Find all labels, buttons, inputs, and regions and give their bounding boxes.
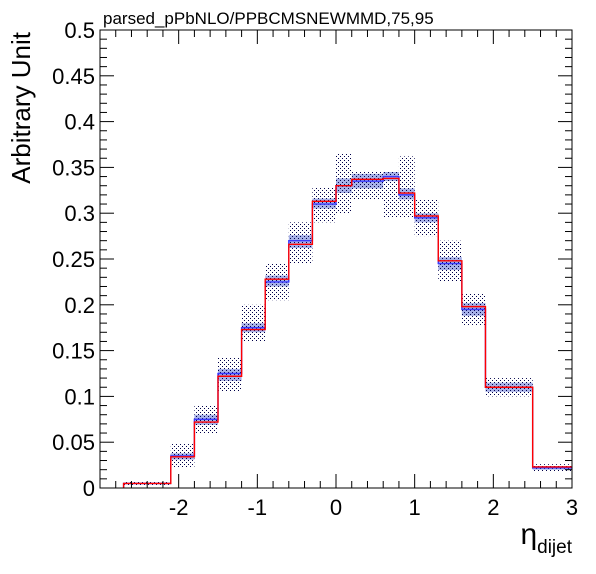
x-axis-label-main: η: [520, 518, 537, 551]
chart-title: parsed_pPbNLO/PPBCMSNEWMMD,75,95: [103, 9, 434, 28]
y-tick-label: 0.05: [52, 430, 95, 455]
y-tick-label: 0.3: [64, 201, 95, 226]
y-axis-label: Arbitrary Unit: [6, 31, 36, 183]
frame-rect: [99, 29, 573, 489]
plot-frame: [99, 29, 573, 489]
x-tick-label: 2: [487, 495, 499, 520]
series-line-red: [122, 177, 572, 488]
y-tick-label: 0.4: [64, 110, 95, 135]
y-tick-label: 0.2: [64, 293, 95, 318]
dotted-band-bin: [336, 153, 352, 214]
series-line-blue: [122, 175, 572, 488]
dotted-band-bin: [367, 171, 384, 200]
x-tick-label: -1: [248, 495, 268, 520]
x-tick-label: 0: [330, 495, 342, 520]
dotted-band-bin: [288, 222, 313, 264]
dotted-band-bin: [218, 357, 242, 392]
x-axis-label: ηdijet: [520, 518, 572, 558]
y-tick-label: 0.5: [64, 18, 95, 43]
dotted-band-bin: [241, 304, 266, 342]
x-tick-label: 3: [566, 495, 578, 520]
dotted-band-bin: [383, 171, 399, 218]
dotted-band-bin: [351, 171, 368, 200]
y-tick-label: 0.1: [64, 384, 95, 409]
y-tick-label: 0.35: [52, 155, 95, 180]
y-tick-label: 0: [83, 476, 95, 501]
y-tick-label: 0.15: [52, 339, 95, 364]
x-tick-label: -2: [169, 495, 189, 520]
series-layer: [122, 175, 572, 488]
y-ticks: 0 0.05 0.1 0.15 0.2 0.25 0.3 0.35 0.4 0.45 0.5: [52, 18, 572, 501]
y-tick-label: 0.45: [52, 64, 95, 89]
y-tick-label: 0.25: [52, 247, 95, 272]
bands-layer: [123, 153, 572, 486]
dotted-band-bin: [398, 156, 415, 218]
dotted-band-bin: [312, 187, 336, 223]
x-tick-label: 1: [409, 495, 421, 520]
x-ticks: -2 -1 0 1 2 3: [99, 30, 578, 520]
x-axis-label-subscript: dijet: [537, 537, 573, 558]
